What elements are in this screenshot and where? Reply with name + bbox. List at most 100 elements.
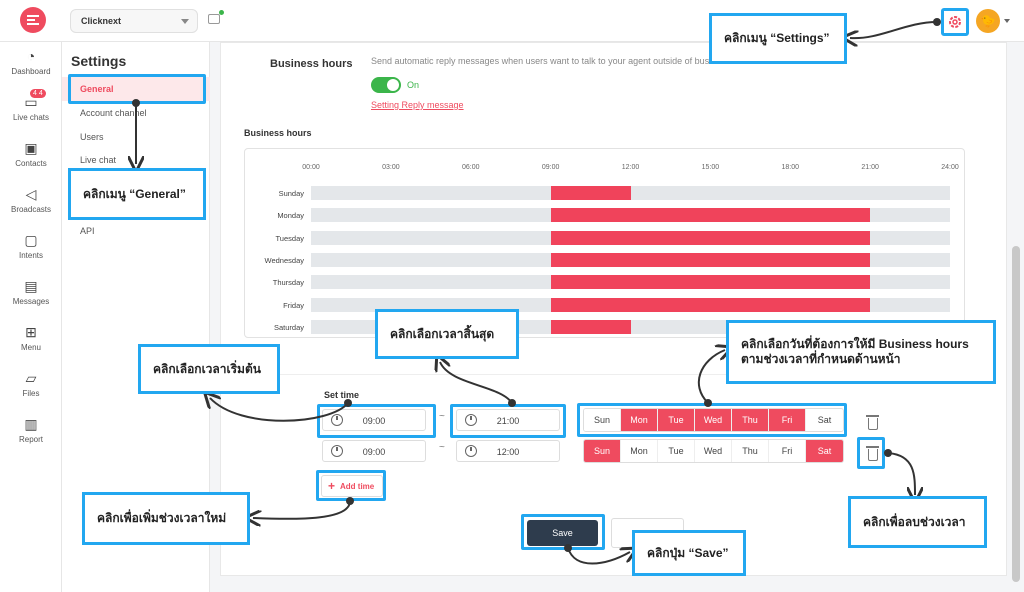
save-button[interactable]: Save <box>527 520 598 546</box>
x-tick-label: 00:00 <box>302 164 320 171</box>
settings-menu-general[interactable]: General <box>62 77 210 101</box>
nav-item-report[interactable]: ▥ Report <box>0 416 62 444</box>
top-bar: Clicknext 🐤 <box>0 0 1024 42</box>
left-nav: ◔ Dashboard ▭ Live chats 4 4 ▣ Contacts ◁ Broadc… <box>0 42 62 592</box>
settings-menu-api[interactable]: API <box>80 226 95 236</box>
callout-end-time: คลิกเลือกเวลาสิ้นสุด <box>375 309 519 359</box>
highlight-delete <box>857 437 885 469</box>
business-hours-label: Business hours <box>270 58 353 70</box>
time-separator: ~ <box>439 411 445 422</box>
nav-item-live-chats[interactable]: ▭ Live chats 4 4 <box>0 89 62 122</box>
business-hours-toggle[interactable] <box>371 77 401 93</box>
chat-status-icon[interactable] <box>208 10 224 24</box>
highlight-end-time <box>450 404 566 438</box>
settings-menu-account-channel[interactable]: Account channel <box>80 108 147 118</box>
day-label: Wednesday <box>264 255 304 265</box>
trash-icon[interactable] <box>866 415 879 430</box>
day-toggle-fri[interactable]: Fri <box>769 409 806 431</box>
end-time-input-2[interactable]: 12:00 <box>456 440 560 462</box>
day-toggle-sun[interactable]: Sun <box>584 440 621 462</box>
settings-button[interactable] <box>941 8 969 36</box>
message-icon: ▤ <box>24 278 38 294</box>
day-toggle-thu[interactable]: Thu <box>732 440 769 462</box>
business-hours-bar <box>550 252 871 267</box>
day-toggle-tue[interactable]: Tue <box>658 440 695 462</box>
x-tick-label: 24:00 <box>941 164 959 171</box>
callout-save: คลิกปุ่ม “Save” <box>632 530 746 576</box>
trash-icon[interactable] <box>866 446 879 461</box>
contact-icon: ▣ <box>24 140 38 156</box>
nav-item-label: Report <box>18 435 43 444</box>
gear-icon <box>949 16 961 28</box>
day-toggle-mon[interactable]: Mon <box>621 440 658 462</box>
highlight-start-time <box>317 404 436 438</box>
day-toggle-mon[interactable]: Mon <box>621 409 658 431</box>
x-tick-label: 06:00 <box>461 164 480 171</box>
business-hours-bar <box>550 208 871 223</box>
workspace-selector[interactable]: Clicknext <box>70 9 198 33</box>
set-time-area <box>244 374 965 556</box>
nav-item-intents[interactable]: ▢ Intents <box>0 232 62 260</box>
callout-settings: คลิกเมนู “Settings” <box>709 13 847 64</box>
avatar-chevron-icon[interactable] <box>1004 19 1010 23</box>
day-toggle-wed[interactable]: Wed <box>695 409 732 431</box>
day-toggle-wed[interactable]: Wed <box>695 440 732 462</box>
highlight-save <box>521 514 605 550</box>
nav-item-label: Menu <box>20 343 41 352</box>
nav-item-contacts[interactable]: ▣ Contacts <box>0 140 62 168</box>
settings-title: Settings <box>71 53 127 69</box>
day-toggle-sun[interactable]: Sun <box>584 409 621 431</box>
highlight-general <box>68 74 206 104</box>
callout-add-time: คลิกเพื่อเพิ่มช่วงเวลาใหม่ <box>82 492 250 545</box>
business-hours-bar <box>550 319 631 334</box>
highlight-days <box>577 403 847 437</box>
business-hours-bar <box>550 186 631 200</box>
clock-icon <box>331 445 343 457</box>
set-time-title: Set time <box>324 390 360 400</box>
nav-item-label: Contacts <box>15 159 47 168</box>
avatar-glyph: 🐤 <box>980 14 996 28</box>
end-time-input-1[interactable]: 21:00 <box>456 409 560 431</box>
start-time-input-2[interactable]: 09:00 <box>322 440 426 462</box>
day-label: Saturday <box>273 322 304 332</box>
callout-general: คลิกเมนู “General” <box>68 168 206 220</box>
settings-menu-live-chat[interactable]: Live chat <box>80 155 117 165</box>
day-toggle-tue[interactable]: Tue <box>658 409 695 431</box>
scrollbar[interactable] <box>1012 246 1020 582</box>
nav-item-broadcasts[interactable]: ◁ Broadcasts <box>0 186 62 214</box>
start-time-value: 09:00 <box>362 416 386 426</box>
callout-start-time: คลิกเลือกเวลาเริ่มต้น <box>138 344 280 394</box>
clock-icon <box>465 445 477 457</box>
day-label: Sunday <box>278 189 304 198</box>
intent-icon: ▢ <box>24 232 38 248</box>
day-toggle-sat[interactable]: Sat <box>806 440 843 462</box>
callout-delete: คลิกเพื่อลบช่วงเวลา <box>848 496 987 548</box>
toggle-state-label: On <box>407 80 420 90</box>
settings-menu-users[interactable]: Users <box>80 132 104 142</box>
add-time-button[interactable]: Add time <box>321 475 383 497</box>
nav-item-label: Broadcasts <box>10 205 52 214</box>
day-toggle-fri[interactable]: Fri <box>769 440 806 462</box>
day-selector-2: Sun Mon Tue Wed Thu Fri Sat <box>583 439 844 463</box>
app-logo[interactable] <box>20 7 46 33</box>
chevron-down-icon <box>181 19 189 24</box>
nav-item-dashboard[interactable]: ◔ Dashboard <box>0 48 62 76</box>
setting-reply-message-link[interactable]: Setting Reply message <box>371 100 464 110</box>
day-selector-1: Sun Mon Tue Wed Thu Fri Sat <box>583 408 844 432</box>
business-hours-bar <box>550 297 871 312</box>
nav-item-menu[interactable]: ⊞ Menu <box>0 324 62 352</box>
avatar[interactable]: 🐤 <box>976 9 1000 33</box>
nav-item-messages[interactable]: ▤ Messages <box>0 278 62 306</box>
x-tick-label: 18:00 <box>781 164 800 171</box>
end-time-value: 21:00 <box>496 416 520 426</box>
unread-badge: 4 4 <box>30 89 46 98</box>
x-tick-label: 15:00 <box>701 164 720 171</box>
day-label: Friday <box>283 300 304 310</box>
business-hours-chart: 00:00 03:00 06:00 09:00 12:00 15:00 18:00 21:00… <box>244 148 965 338</box>
nav-item-label: Intents <box>18 251 43 260</box>
x-tick-label: 09:00 <box>541 164 560 171</box>
nav-item-files[interactable]: ▱ Files <box>0 370 62 398</box>
day-toggle-thu[interactable]: Thu <box>732 409 769 431</box>
day-toggle-sat[interactable]: Sat <box>806 409 843 431</box>
